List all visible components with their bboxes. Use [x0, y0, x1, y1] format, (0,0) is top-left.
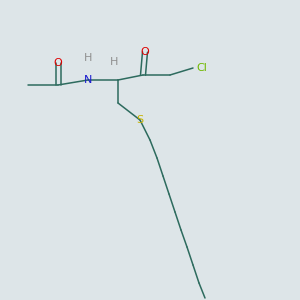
Text: H: H: [84, 53, 92, 63]
Text: O: O: [54, 58, 62, 68]
Text: O: O: [141, 47, 149, 57]
Text: N: N: [84, 75, 92, 85]
Text: S: S: [136, 115, 144, 125]
Text: H: H: [110, 57, 118, 67]
Text: Cl: Cl: [196, 63, 207, 73]
